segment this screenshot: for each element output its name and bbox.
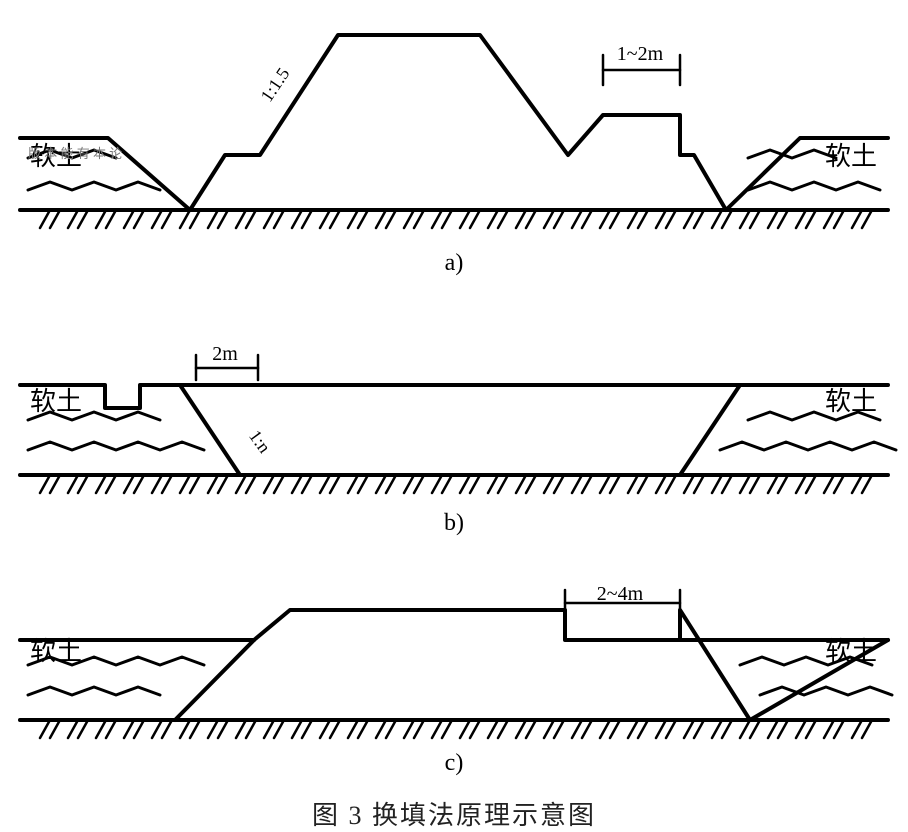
svg-text:软土: 软土 — [825, 637, 877, 666]
svg-text:软土: 软土 — [30, 387, 82, 416]
svg-text:2~4m: 2~4m — [597, 583, 644, 605]
figure-page: 软土软土1~2m1:1.5a)版 本 能 有 本 论软土软土2m1:nb)软土软… — [0, 0, 908, 831]
svg-text:1:n: 1:n — [245, 426, 275, 456]
svg-text:软土: 软土 — [825, 142, 877, 171]
figure-caption: 图 3 换填法原理示意图 — [0, 795, 908, 832]
svg-text:c): c) — [445, 750, 464, 776]
svg-text:软土: 软土 — [30, 637, 82, 666]
svg-text:2m: 2m — [212, 343, 238, 365]
diagram-svg: 软土软土1~2m1:1.5a)版 本 能 有 本 论软土软土2m1:nb)软土软… — [0, 0, 908, 831]
svg-text:b): b) — [444, 510, 464, 536]
svg-text:1:1.5: 1:1.5 — [257, 64, 294, 105]
svg-text:1~2m: 1~2m — [617, 43, 664, 65]
svg-text:a): a) — [445, 250, 464, 276]
svg-text:软土: 软土 — [825, 387, 877, 416]
svg-text:版 本 能 有 本 论: 版 本 能 有 本 论 — [28, 146, 122, 161]
